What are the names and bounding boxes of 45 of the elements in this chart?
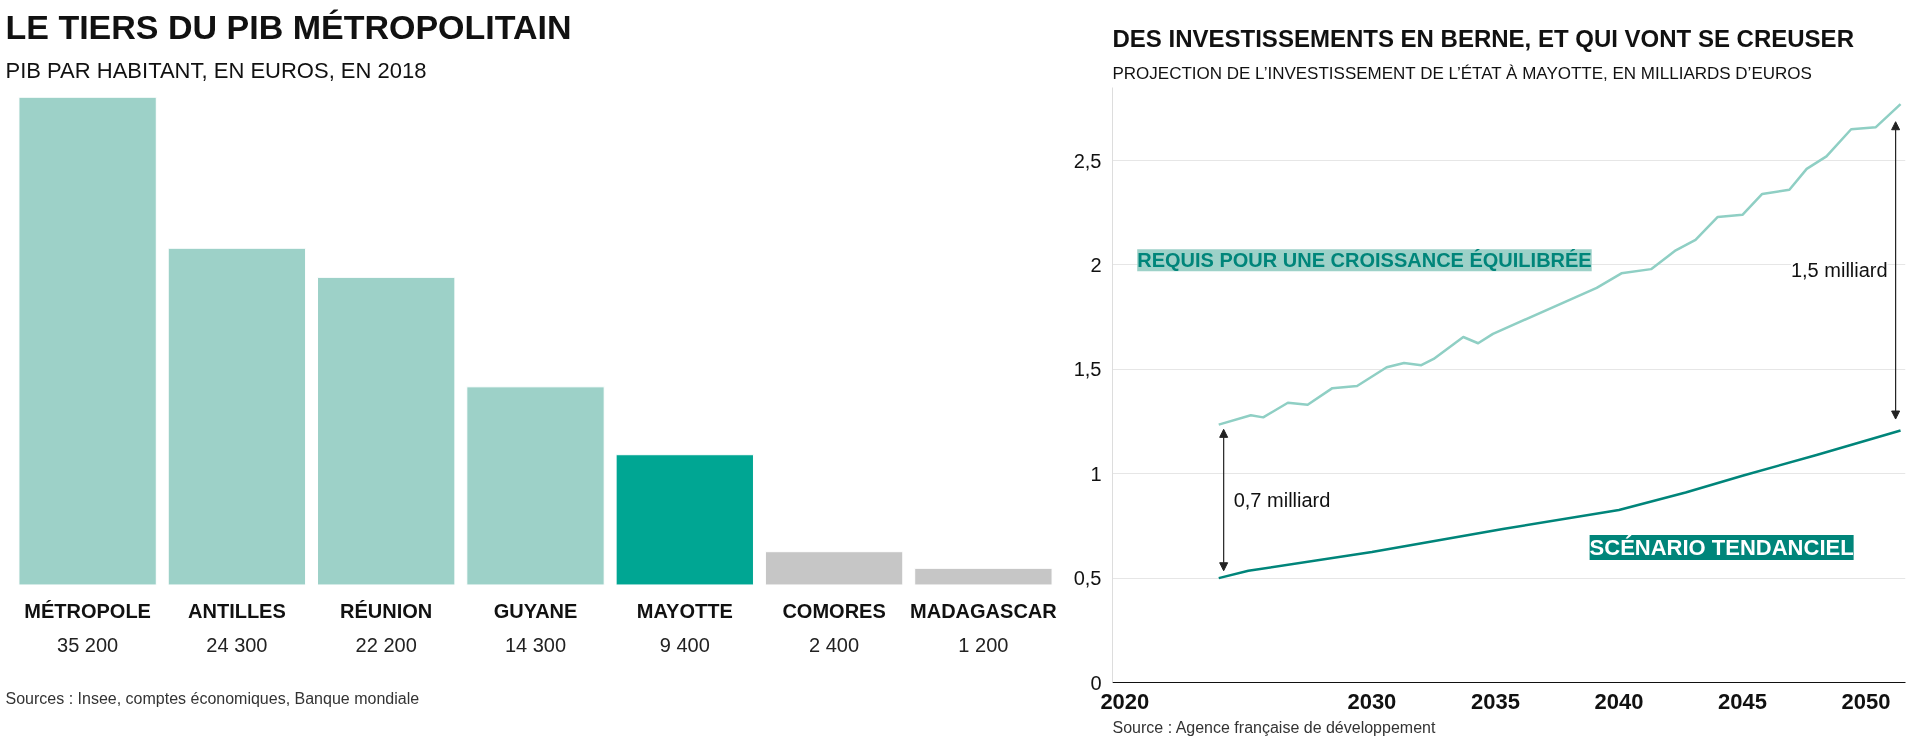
data-label: 24 300 [206, 633, 268, 656]
y-tick-label: 0,5 [1073, 567, 1102, 590]
bar [18, 96, 157, 586]
x-tick-label: MADAGASCAR [910, 599, 1058, 622]
y-tick-label: 1 [1090, 462, 1102, 485]
x-tick-label: 2050 [1841, 688, 1891, 714]
x-tick-label: ANTILLES [188, 599, 286, 622]
y-tick-label: 2,5 [1073, 149, 1102, 172]
bar [317, 276, 456, 586]
source-note: Source : Agence française de développement [1112, 718, 1436, 736]
x-tick-label: 2020 [1100, 688, 1150, 714]
data-label: 22 200 [355, 633, 417, 656]
data-label: 14 300 [504, 633, 567, 656]
bar [615, 454, 754, 586]
x-tick-label: 2030 [1347, 688, 1397, 714]
annotation: 0,7 milliard [1233, 489, 1331, 512]
data-label: 35 200 [57, 633, 119, 656]
source-note: Sources : Insee, comptes économiques, Banque mondiale [5, 689, 420, 707]
bar [764, 551, 904, 586]
x-tick-label: 2035 [1470, 688, 1520, 714]
x-tick-label: GUYANE [493, 599, 578, 622]
x-tick-label: 2040 [1594, 688, 1644, 714]
chart-title: LE TIERS DU PIB MÉTROPOLITAIN [5, 7, 572, 46]
chart-title: DES INVESTISSEMENTS EN BERNE, ET QUI VONT SE CREUSER [1112, 24, 1854, 52]
bar [914, 567, 1053, 586]
line-series [1217, 429, 1902, 580]
data-label: 9 400 [659, 633, 710, 656]
data-label: 2 400 [809, 633, 860, 656]
series-label: REQUIS POUR UNE CROISSANCE ÉQUILIBRÉE [1137, 249, 1592, 272]
chart-subtitle: PROJECTION DE L’INVESTISSEMENT DE L’ÉTAT À MAYOTTE, EN MILLIARDS D’EUROS [1112, 63, 1812, 83]
bar [167, 247, 307, 586]
annotation: 1,5 milliard [1790, 259, 1888, 282]
x-tick-label: MÉTROPOLE [24, 599, 151, 622]
bar [466, 386, 605, 586]
series-label: SCÉNARIO TENDANCIEL [1589, 535, 1854, 561]
chart-subtitle: PIB PAR HABITANT, EN EUROS, EN 2018 [5, 57, 427, 83]
line-series [1217, 102, 1902, 426]
x-tick-label: COMORES [782, 599, 886, 622]
x-tick-label: 2045 [1717, 688, 1767, 714]
x-tick-label: MAYOTTE [636, 599, 733, 622]
data-label: 1 200 [958, 633, 1009, 656]
y-tick-label: 1,5 [1073, 358, 1102, 381]
y-tick-label: 0 [1090, 671, 1102, 694]
y-tick-label: 2 [1090, 253, 1102, 276]
x-tick-label: RÉUNION [340, 599, 433, 622]
